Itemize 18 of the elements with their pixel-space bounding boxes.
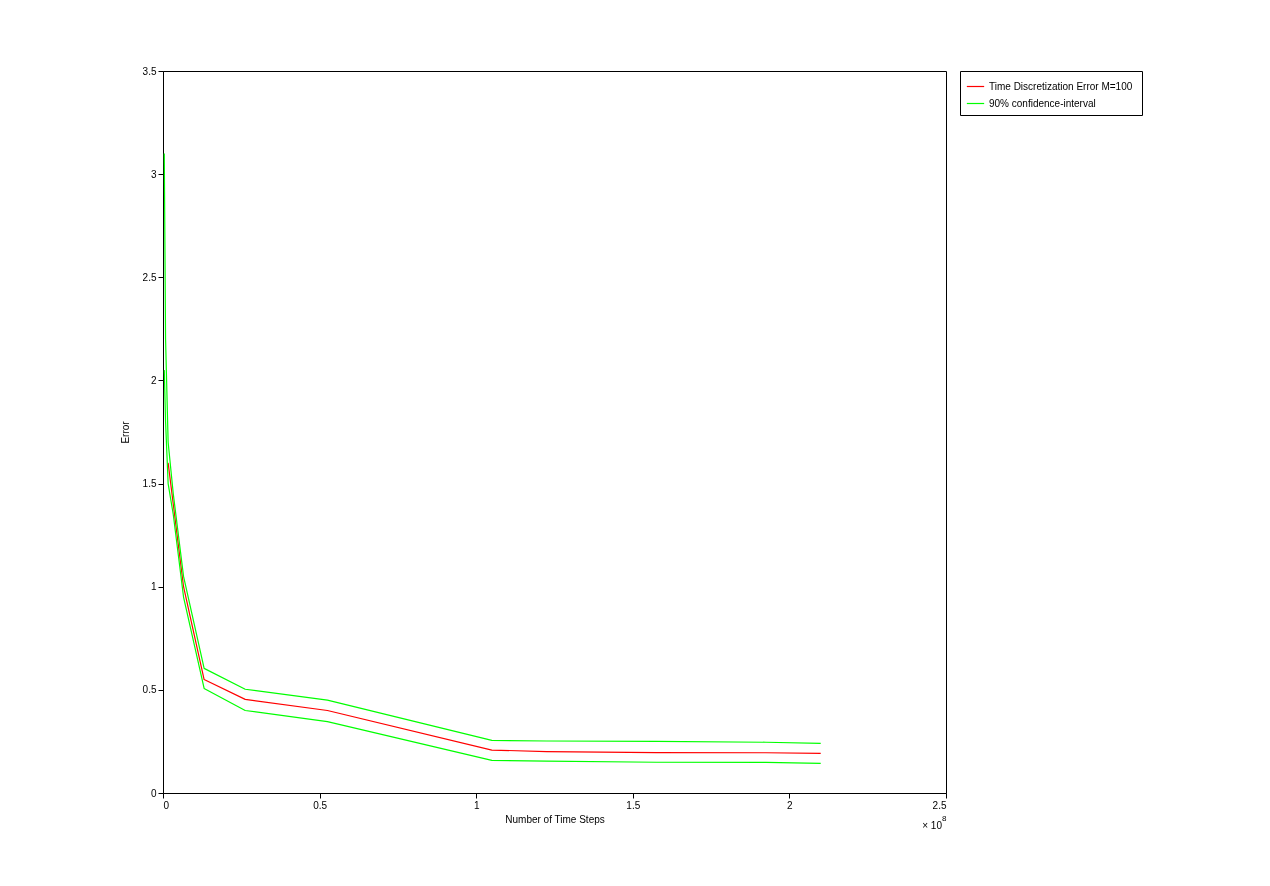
x-tick-label: 1 — [473, 799, 480, 811]
y-tick-label: 3.5 — [142, 65, 157, 77]
legend-label: Time Discretization Error M=100 — [989, 80, 1133, 92]
y-tick-label: 0 — [150, 787, 157, 799]
x-tick-label: 0 — [163, 799, 170, 811]
y-axis-title: Error — [119, 420, 131, 444]
y-tick-label: 0.5 — [142, 684, 157, 696]
legend-label: 90% confidence-interval — [989, 97, 1096, 109]
y-tick-label: 3 — [150, 168, 157, 180]
x-tick-label: 2.5 — [932, 799, 947, 811]
x-tick-label: 2 — [787, 799, 794, 811]
x-tick-label: 1.5 — [626, 799, 641, 811]
y-tick-label: 1 — [150, 581, 157, 593]
y-tick-label: 2.5 — [142, 271, 157, 283]
y-tick-label: 1.5 — [142, 478, 157, 490]
x-axis-title: Number of Time Steps — [505, 813, 605, 825]
y-tick-label: 2 — [150, 374, 157, 386]
x-tick-label: 0.5 — [313, 799, 328, 811]
